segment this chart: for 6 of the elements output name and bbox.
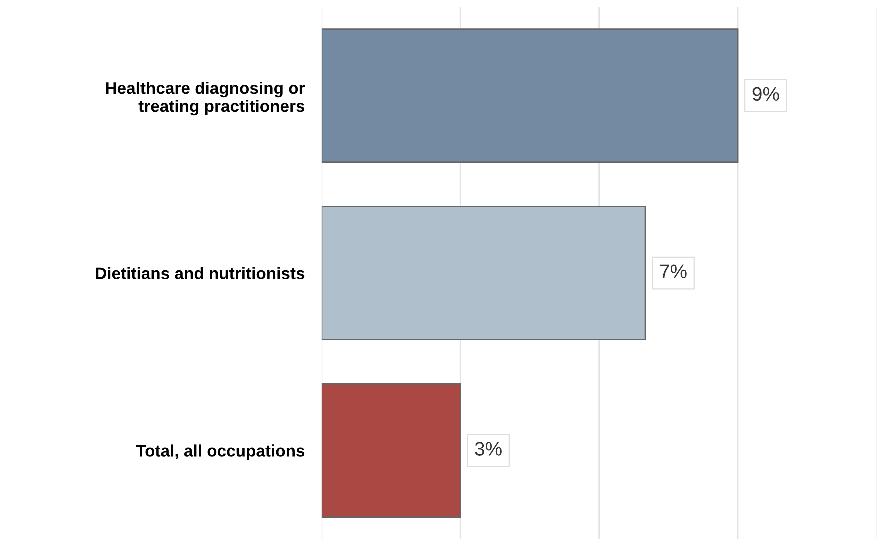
data-label: 3% bbox=[475, 442, 502, 456]
y-tick-label: Healthcare diagnosing or treating practitioners bbox=[106, 82, 306, 116]
y-tick-label: Total, all occupations bbox=[136, 444, 305, 460]
data-label: 7% bbox=[660, 264, 687, 278]
data-label: 9% bbox=[752, 87, 780, 102]
y-tick-label: Dietitians and nutritionists bbox=[96, 267, 305, 280]
